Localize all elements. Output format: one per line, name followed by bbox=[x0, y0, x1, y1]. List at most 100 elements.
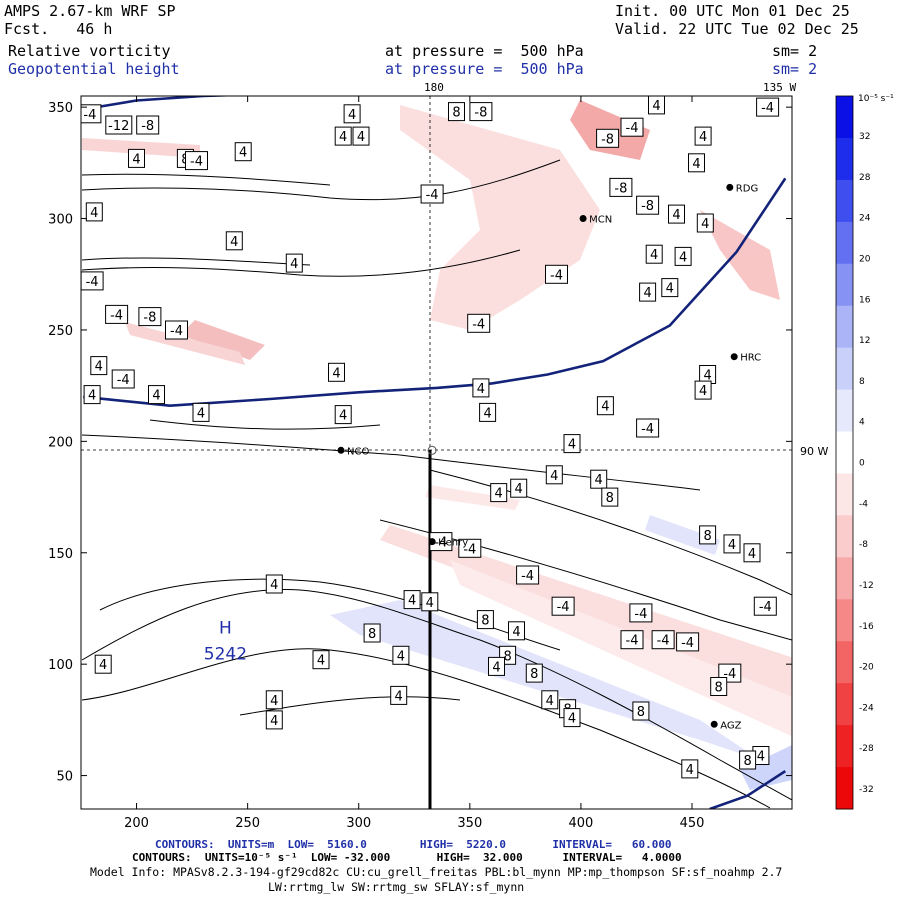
x-tick-label: 200 bbox=[124, 816, 149, 831]
x-tick-label: 250 bbox=[235, 816, 260, 831]
x-tick-label: 450 bbox=[680, 816, 705, 831]
contour-label-text: -4 bbox=[634, 607, 647, 622]
station-label: MCN bbox=[589, 215, 612, 226]
contour-label-text: -4 bbox=[117, 373, 130, 388]
colorbar-swatch bbox=[836, 179, 853, 223]
contour-label-text: 8 bbox=[637, 705, 645, 720]
contour-label-text: 4 bbox=[397, 649, 405, 664]
contour-label-text: -4 bbox=[110, 308, 123, 323]
contour-label: 4 bbox=[479, 402, 497, 422]
field2-name: Geopotential height bbox=[8, 60, 180, 78]
contour-label: -8 bbox=[636, 195, 660, 215]
colorbar-swatch bbox=[836, 221, 853, 265]
contour-label-text: -4 bbox=[761, 101, 774, 116]
contour-label: 4 bbox=[681, 759, 699, 779]
contour-label: -4 bbox=[516, 565, 540, 585]
contour-label: -4 bbox=[651, 630, 675, 650]
height-contour-5160 bbox=[83, 177, 787, 408]
x-axis: 200 250 300 350 400 450 bbox=[124, 96, 704, 831]
colorbar-swatch bbox=[836, 599, 853, 642]
station-label: NCO bbox=[347, 446, 369, 457]
colorbar-label: 4 bbox=[859, 418, 865, 428]
contour-label: 4 bbox=[148, 385, 165, 405]
contour-label-text: 4 bbox=[152, 389, 160, 404]
contour-label-text: 4 bbox=[546, 694, 554, 709]
colorbar-label: 12 bbox=[859, 336, 870, 346]
contour-label: -4 bbox=[756, 97, 780, 117]
contour-label-text: -4 bbox=[626, 121, 639, 136]
contour-label: 4 bbox=[312, 650, 330, 670]
contour-label-text: 4 bbox=[483, 406, 491, 421]
contour-label: 8 bbox=[739, 750, 757, 770]
contour-label: -4 bbox=[111, 369, 135, 389]
contour-label-text: -4 bbox=[86, 275, 99, 290]
contour-label: 4 bbox=[723, 534, 741, 554]
contour-label-text: 4 bbox=[132, 152, 140, 167]
contour-label: 4 bbox=[688, 153, 705, 173]
colorbar-label: -20 bbox=[859, 663, 874, 673]
contour-label-text: 4 bbox=[699, 130, 707, 145]
contour-label-text: 4 bbox=[672, 208, 680, 223]
contour-label-text: -4 bbox=[759, 600, 772, 615]
colorbar-label: -12 bbox=[859, 581, 874, 591]
contour-label-text: -8 bbox=[641, 199, 654, 214]
height-contour-5220 bbox=[709, 770, 787, 809]
contour-label: 4 bbox=[743, 543, 761, 563]
colorbar-label: 8 bbox=[859, 377, 865, 387]
colorbar-swatch bbox=[836, 347, 853, 391]
contour-label-text: 4 bbox=[99, 658, 107, 673]
contour-label: -4 bbox=[185, 151, 208, 171]
contour-label-text: 4 bbox=[270, 714, 278, 729]
contour-label-text: -8 bbox=[141, 119, 154, 134]
contour-label: -8 bbox=[469, 102, 493, 122]
contour-label-text: -8 bbox=[143, 311, 156, 326]
y-tick-label: 50 bbox=[56, 770, 73, 785]
contour-label: 4 bbox=[648, 96, 665, 115]
contour-label-text: 4 bbox=[270, 694, 278, 709]
contour-label: -12 bbox=[105, 115, 133, 135]
colorbar-label: -24 bbox=[859, 703, 874, 713]
contour-label: -8 bbox=[138, 307, 162, 327]
colorbar-swatch bbox=[836, 96, 853, 139]
field2-smooth: sm= 2 bbox=[772, 60, 818, 78]
contour-label-text: -4 bbox=[170, 324, 183, 339]
contour-label: 4 bbox=[590, 469, 608, 489]
contour-label-text: -4 bbox=[550, 268, 563, 283]
contour-label: 8 bbox=[699, 525, 717, 545]
contour-label: 4 bbox=[472, 378, 490, 398]
colorbar-swatch bbox=[836, 725, 853, 768]
contour-label: 4 bbox=[85, 202, 103, 222]
contour-label: 4 bbox=[674, 246, 692, 266]
high-center: H 5242 bbox=[204, 619, 247, 665]
x-tick-label: 300 bbox=[346, 816, 371, 831]
contour-label-text: 4 bbox=[290, 257, 298, 272]
contour-label: -4 bbox=[429, 532, 453, 552]
contour-label: 4 bbox=[90, 356, 108, 376]
contour-label: 4 bbox=[661, 278, 679, 298]
contour-label-text: -12 bbox=[108, 119, 129, 134]
contour-label: -4 bbox=[620, 630, 644, 650]
contour-label-text: -4 bbox=[657, 634, 670, 649]
contour-label: 8 bbox=[525, 663, 543, 683]
colorbar-label: 24 bbox=[859, 214, 871, 224]
height-contour-5220 bbox=[82, 96, 243, 111]
contour-label-text: -4 bbox=[463, 542, 476, 557]
contour-label: -8 bbox=[596, 128, 620, 148]
colorbar: 32 28 24 20 16 12 8 4 0 -4 -8 -12 -16 -20 -24 -28 -32 bbox=[835, 95, 874, 810]
contour-label: 4 bbox=[563, 434, 581, 454]
contour-label-text: 4 bbox=[239, 146, 247, 161]
y-tick-label: 350 bbox=[48, 101, 73, 116]
contour-label: -8 bbox=[609, 177, 633, 197]
colorbar-label: -4 bbox=[859, 499, 868, 509]
contour-label-text: 4 bbox=[568, 438, 576, 453]
contour-label: 4 bbox=[668, 204, 685, 224]
contour-label: 4 bbox=[696, 213, 714, 233]
y-tick-label: 300 bbox=[48, 213, 73, 228]
contour-label-text: 4 bbox=[686, 763, 694, 778]
contour-label: -4 bbox=[676, 632, 700, 652]
colorbar-swatch bbox=[836, 431, 853, 474]
contour-label-text: 4 bbox=[679, 250, 687, 265]
contour-label-text: -4 bbox=[472, 317, 485, 332]
field2-level: at pressure = 500 hPa bbox=[385, 60, 584, 78]
colorbar-label: 0 bbox=[859, 459, 865, 469]
